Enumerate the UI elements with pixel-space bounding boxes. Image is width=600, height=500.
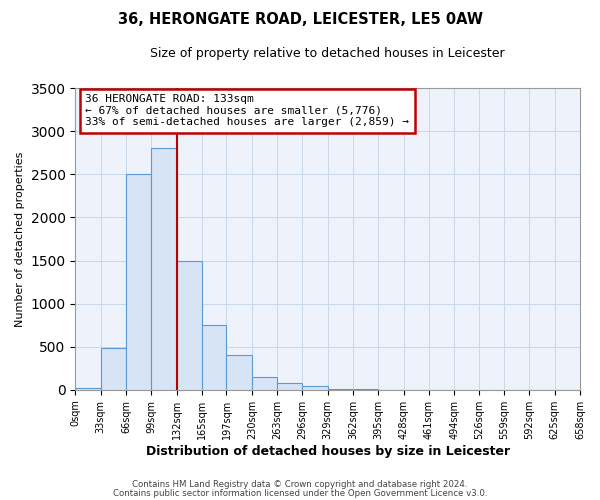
X-axis label: Distribution of detached houses by size in Leicester: Distribution of detached houses by size … [146,444,510,458]
Bar [252,377,277,390]
Bar [328,388,353,390]
Bar [202,325,226,390]
Text: 36 HERONGATE ROAD: 133sqm
← 67% of detached houses are smaller (5,776)
33% of se: 36 HERONGATE ROAD: 133sqm ← 67% of detac… [85,94,409,128]
Title: Size of property relative to detached houses in Leicester: Size of property relative to detached ho… [151,48,505,60]
Bar [277,383,302,390]
Bar [101,348,126,390]
Bar [151,148,176,390]
Text: 36, HERONGATE ROAD, LEICESTER, LE5 0AW: 36, HERONGATE ROAD, LEICESTER, LE5 0AW [118,12,482,28]
Bar [226,356,252,390]
Bar [176,260,202,390]
Bar [76,388,101,390]
Text: Contains public sector information licensed under the Open Government Licence v3: Contains public sector information licen… [113,489,487,498]
Y-axis label: Number of detached properties: Number of detached properties [15,152,25,326]
Bar [126,174,151,390]
Bar [302,386,328,390]
Text: Contains HM Land Registry data © Crown copyright and database right 2024.: Contains HM Land Registry data © Crown c… [132,480,468,489]
